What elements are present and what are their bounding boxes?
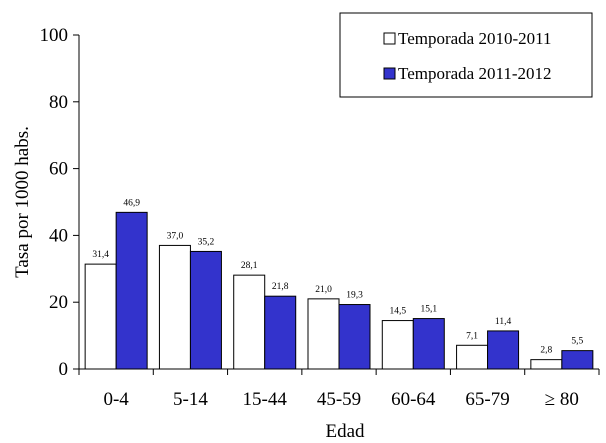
legend: Temporada 2010-2011 Temporada 2011-2012 [339,12,593,98]
data-label: 11,4 [495,317,512,327]
bar-2010-2011 [307,298,340,370]
data-label: 31,4 [92,250,109,260]
data-label: 21,8 [272,282,289,292]
data-label: 19,3 [346,291,363,301]
x-axis-title: Edad [325,421,365,442]
x-tick-label: 60-64 [391,389,436,410]
data-label: 2,8 [540,346,552,356]
y-axis-title: Tasa por 1000 habs. [12,126,33,278]
bar-2011-2012 [264,295,297,370]
data-label: 5,5 [571,337,583,347]
bar-2011-2012 [487,330,520,370]
x-tick-label: 65-79 [465,389,509,410]
data-label: 37,0 [167,231,184,241]
bar-2010-2011 [233,274,266,370]
bar-2011-2012 [338,304,371,370]
bar-2010-2011 [456,344,489,370]
bar-2010-2011 [381,320,414,370]
y-tick-label: 40 [49,225,68,246]
x-tick-label: 0-4 [103,389,129,410]
plot-area: 0 20 40 60 80 100 31,4 46,9 0-4 37,0 35,2 5-14 28,1 2… [40,25,600,410]
y-tick-label: 80 [49,92,68,113]
bar-2011-2012 [189,250,222,370]
data-label: 15,1 [420,305,437,315]
bar-2011-2012 [115,211,148,370]
data-label: 35,2 [198,237,215,247]
y-tick-label: 60 [49,159,68,180]
y-tick-label: 100 [40,25,69,46]
y-tick-label: 20 [49,292,68,313]
x-tick-label: 45-59 [317,389,361,410]
legend-label-2011-2012: Temporada 2011-2012 [398,64,552,83]
y-tick-label: 0 [59,359,69,380]
x-tick-label: 5-14 [173,389,208,410]
legend-swatch-2011-2012 [383,67,396,80]
legend-box [339,12,593,98]
bar-2011-2012 [561,350,594,370]
x-tick-label: 15-44 [243,389,288,410]
legend-swatch-2010-2011 [383,32,396,45]
bar-2010-2011 [530,359,563,370]
bar-2011-2012 [412,318,445,370]
x-tick-label: ≥ 80 [545,389,579,410]
data-label: 7,1 [466,331,478,341]
bar-2010-2011 [158,244,191,370]
bar-2010-2011 [84,263,117,370]
legend-label-2010-2011: Temporada 2010-2011 [398,29,552,48]
data-label: 14,5 [389,307,406,317]
data-label: 46,9 [123,198,140,208]
data-label: 21,0 [315,285,332,295]
data-label: 28,1 [241,261,258,271]
